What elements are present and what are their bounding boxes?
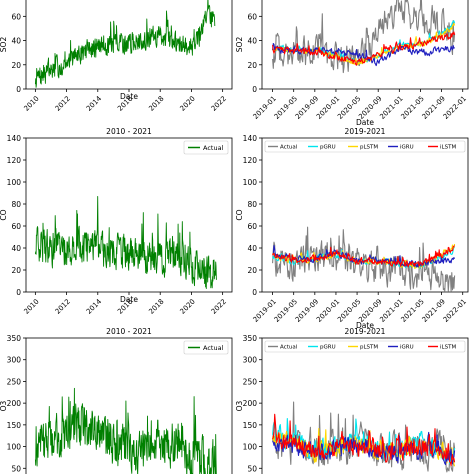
series-line-actual: [35, 388, 216, 474]
y-axis-label: O3: [235, 400, 244, 411]
legend-label: Actual: [203, 344, 224, 352]
x-axis-label: Date: [120, 295, 138, 304]
legend: Actual pGRU pLSTM iGRU iLSTM: [265, 141, 465, 152]
y-tick-label: 80: [11, 200, 21, 209]
y-tick-label: 50: [247, 464, 257, 473]
y-tick-label: 60: [11, 12, 21, 21]
x-tick-label: 2014: [85, 94, 104, 113]
y-axis-label: CO: [235, 209, 244, 220]
legend-label: pGRU: [320, 345, 336, 351]
y-tick-label: 120: [243, 156, 258, 165]
y-axis-label: SO2: [0, 37, 8, 53]
x-tick-label: 2022: [210, 95, 228, 113]
x-tick-label: 2012: [54, 298, 72, 316]
series-line-actual: [35, 0, 214, 87]
x-tick-label: 2020: [179, 95, 197, 113]
legend-label: iLSTM: [440, 145, 456, 151]
y-tick-label: 140: [7, 134, 22, 143]
y-tick-label: 0: [252, 85, 257, 94]
y-tick-label: 40: [247, 244, 257, 253]
chart-panel-6: 50 100 150 200 250 300 350 O3 2019-2021 Actual pGR…: [235, 327, 468, 474]
y-tick-label: 100: [7, 178, 22, 187]
y-tick-label: 60: [11, 222, 21, 231]
x-axis-label: Date: [120, 92, 138, 101]
y-tick-label: 150: [7, 421, 22, 430]
y-tick-label: 250: [243, 377, 258, 386]
x-tick-label: 2022-01: [442, 95, 468, 121]
x-tick-label: 2014: [85, 297, 104, 316]
legend-label: Actual: [203, 144, 224, 152]
y-tick-label: 40: [11, 244, 21, 253]
legend-label: pLSTM: [360, 345, 378, 351]
y-axis-label: SO2: [235, 37, 244, 53]
x-tick-label: 2018: [147, 298, 165, 316]
y-tick-label: 40: [11, 37, 21, 46]
y-tick-label: 250: [7, 377, 22, 386]
y-tick-label: 20: [247, 266, 257, 275]
legend-label: iGRU: [400, 145, 414, 151]
chart-panel-2: 02040602019-012019-052019-092020-012020-…: [235, 0, 468, 127]
legend-label: Actual: [280, 145, 298, 151]
y-tick-label: 120: [7, 156, 22, 165]
chart-title: 2010 - 2021: [106, 127, 152, 136]
y-tick-label: 0: [252, 288, 257, 297]
y-tick-label: 20: [11, 266, 21, 275]
y-axis-label: CO: [0, 209, 8, 220]
chart-title: 2019-2021: [345, 327, 386, 336]
legend-label: Actual: [280, 345, 298, 351]
y-tick-label: 80: [247, 200, 257, 209]
y-tick-label: 300: [7, 356, 22, 365]
chart-title: 2019-2021: [345, 127, 386, 136]
x-tick-label: 2020: [179, 298, 197, 316]
legend-label: pGRU: [320, 145, 336, 151]
legend: Actual: [184, 341, 228, 354]
legend-label: pLSTM: [360, 145, 378, 151]
legend-label: iGRU: [400, 345, 414, 351]
y-tick-label: 0: [16, 85, 21, 94]
x-tick-label: 2010: [22, 95, 40, 113]
x-tick-label: 2022-01: [442, 298, 468, 324]
legend-label: iLSTM: [440, 345, 456, 351]
x-tick-label: 2018: [147, 95, 165, 113]
y-tick-label: 140: [243, 134, 258, 143]
chart-panel-4: 0204060801001201402019-012019-052019-092…: [235, 127, 468, 330]
y-tick-label: 20: [247, 61, 257, 70]
series-line-actual: [35, 197, 216, 289]
x-axis-label: Date: [356, 118, 374, 127]
y-tick-label: 60: [247, 12, 257, 21]
y-tick-label: 150: [243, 421, 258, 430]
x-tick-label: 2010: [22, 298, 40, 316]
y-tick-label: 300: [243, 356, 258, 365]
plot-frame: [26, 0, 232, 89]
y-tick-label: 40: [247, 37, 257, 46]
y-axis-label: O3: [0, 400, 8, 411]
y-tick-label: 20: [11, 61, 21, 70]
y-tick-label: 100: [7, 443, 22, 452]
y-tick-label: 200: [7, 399, 22, 408]
x-tick-label: 2012: [54, 95, 72, 113]
y-tick-label: 350: [7, 334, 22, 343]
y-tick-label: 0: [16, 288, 21, 297]
y-tick-label: 100: [243, 178, 258, 187]
legend: Actual pGRU pLSTM iGRU iLSTM: [265, 341, 465, 352]
legend: Actual: [184, 141, 228, 154]
chart-title: 2010 - 2021: [106, 327, 152, 336]
y-tick-label: 200: [243, 399, 258, 408]
y-tick-label: 350: [243, 334, 258, 343]
y-tick-label: 50: [11, 464, 21, 473]
y-tick-label: 60: [247, 222, 257, 231]
x-tick-label: 2022: [210, 298, 228, 316]
y-tick-label: 100: [243, 443, 258, 452]
chart-panel-5: 50 100 150 200 250 300 350 O3 2010 - 2021 Actual: [0, 327, 232, 474]
